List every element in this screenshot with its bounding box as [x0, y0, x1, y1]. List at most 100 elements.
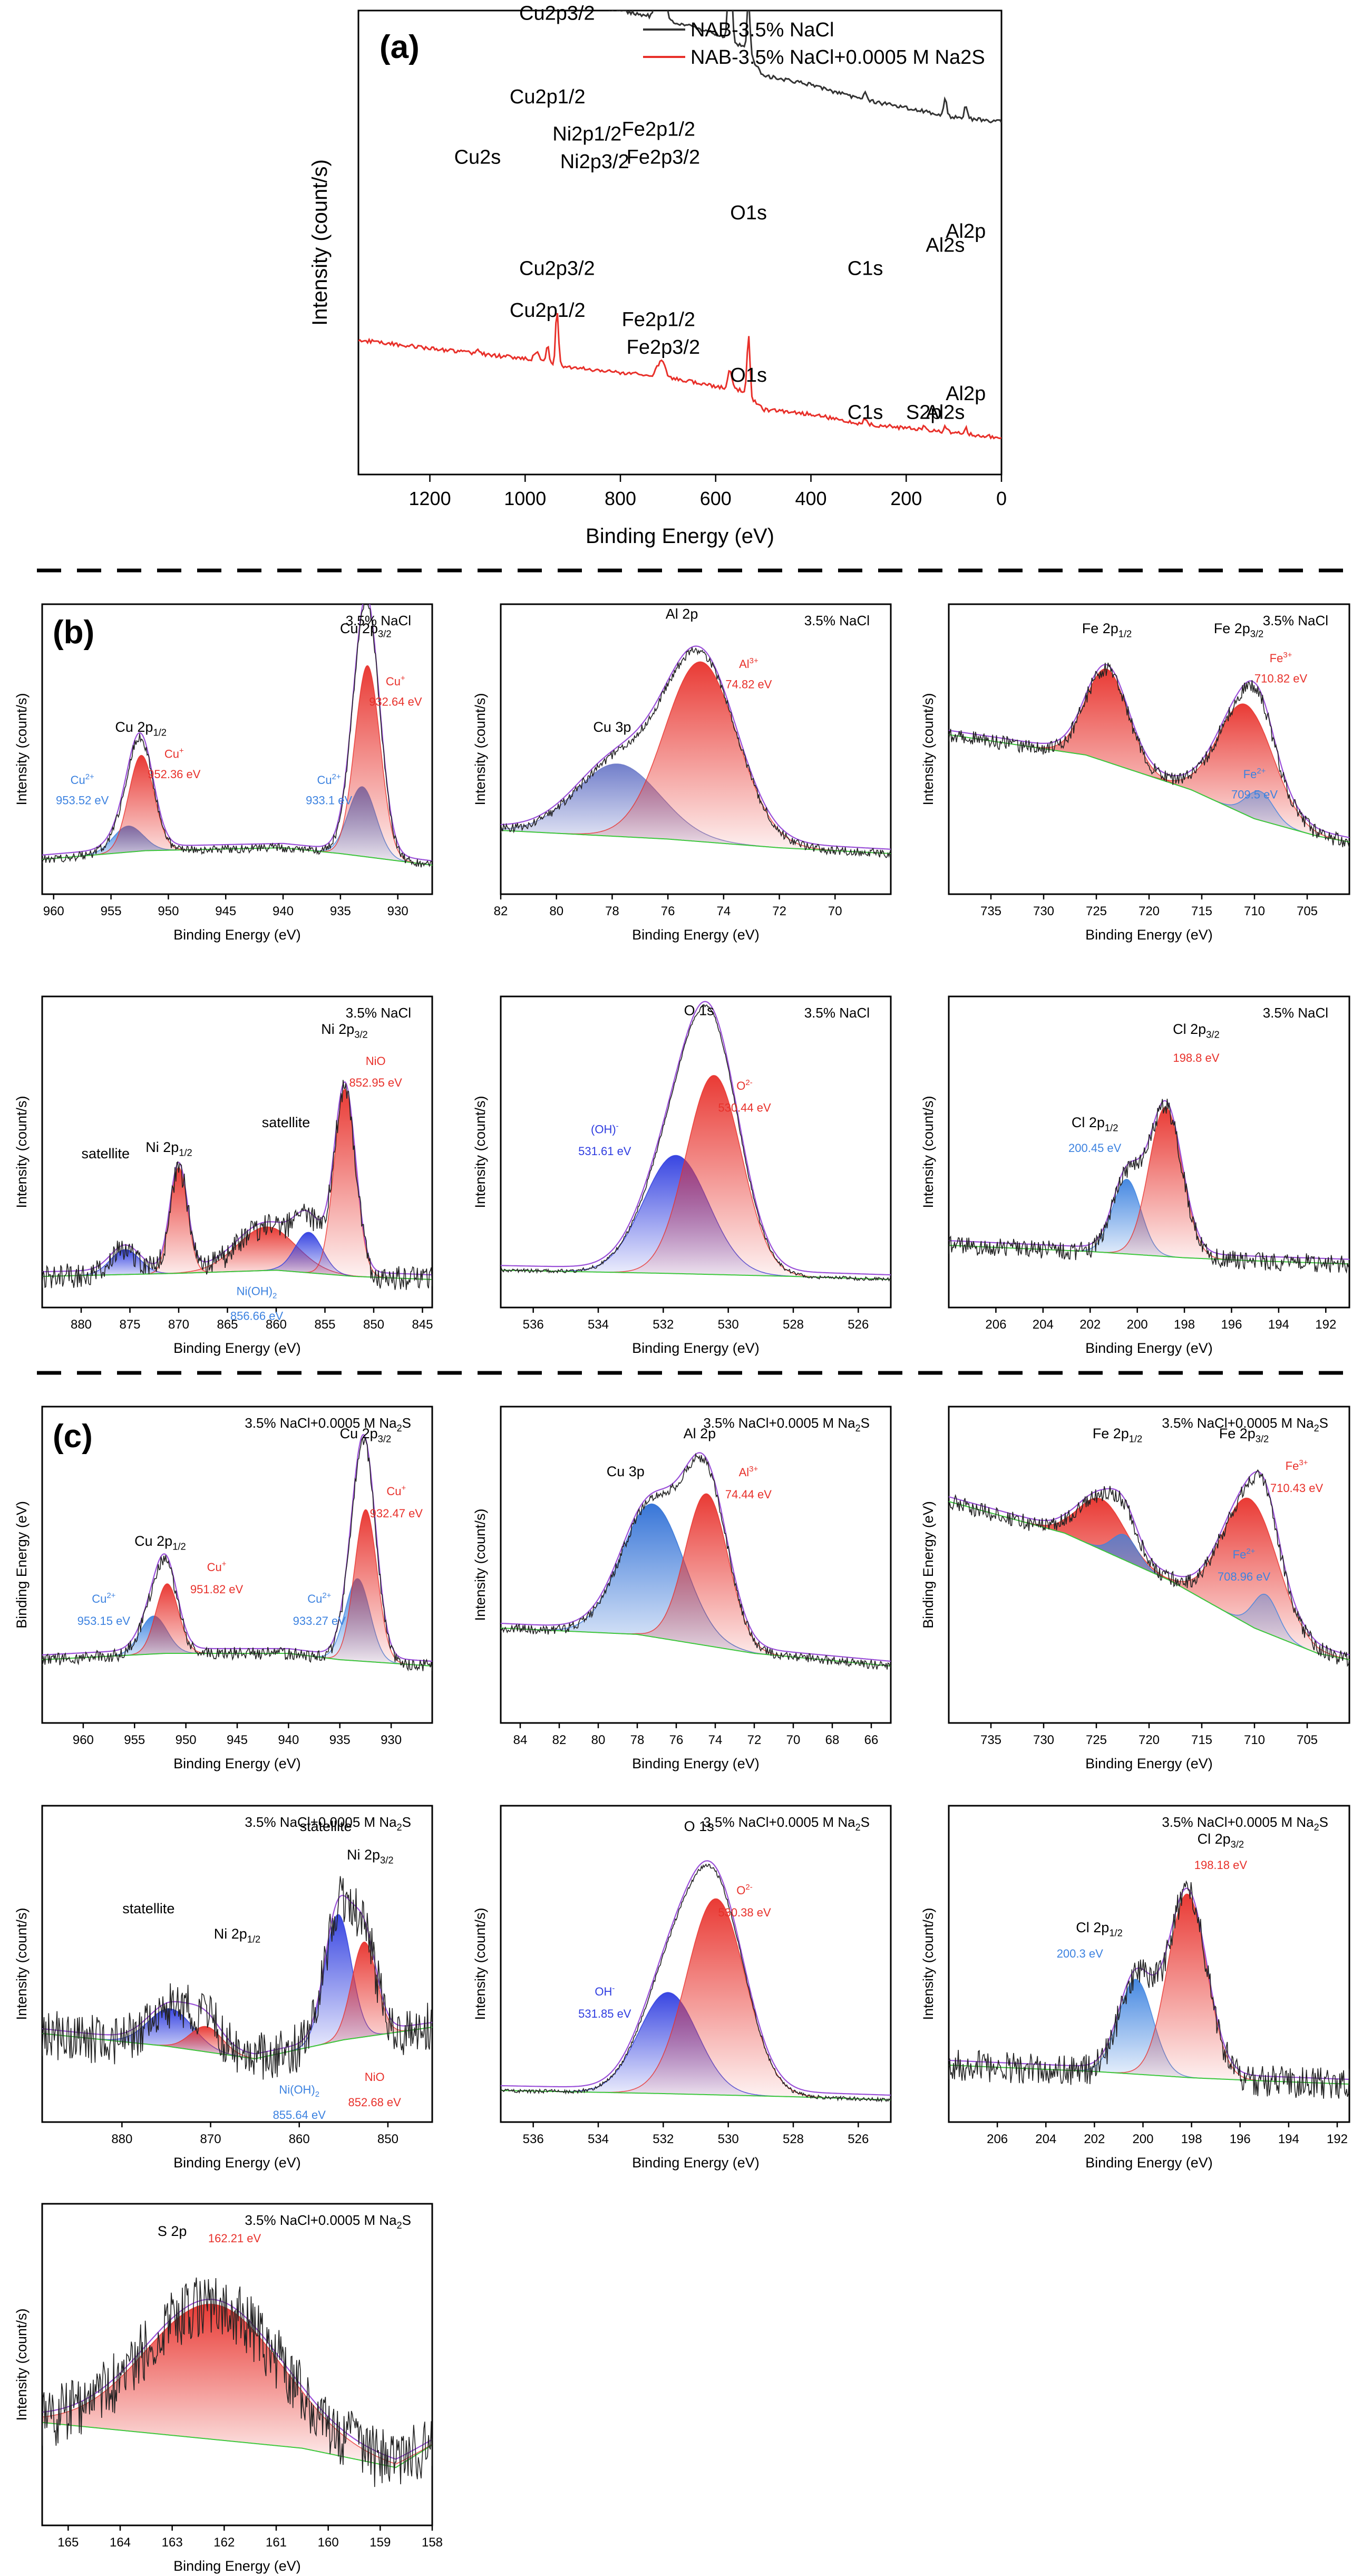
panel-b2-raw-spectrum [501, 647, 891, 858]
panel-c4-frame [41, 1805, 433, 2123]
panel-c1-label-6: Cu2+ [307, 1591, 331, 1605]
panel-a-series-0 [609, 11, 1001, 123]
panel-b6-raw-spectrum [949, 1099, 1349, 1274]
panel-b5-raw-spectrum [501, 1004, 891, 1282]
panel-b4-xlabel: Binding Energy (eV) [173, 1340, 301, 1356]
panel-b6-condition: 3.5% NaCl [1263, 1005, 1328, 1021]
panel-c7-xtick-label-7: 158 [422, 2535, 443, 2550]
panel-b3-xtick-label-1: 730 [1033, 904, 1054, 918]
panel-c2-plot-area [501, 1452, 891, 1670]
panel-label-a: (a) [380, 29, 420, 65]
panel-b1-xtick-label-1: 955 [101, 904, 122, 918]
panel-b1-xtick-label-6: 930 [387, 904, 408, 918]
panel-b1-xtick-label-0: 960 [43, 904, 64, 918]
panel-c3-label-3: 710.43 eV [1270, 1481, 1324, 1495]
panel-b4-label-6: Ni(OH)2 [237, 1284, 277, 1300]
panel-a-annotation-17: S2p [906, 401, 942, 423]
panel-c6-xlabel: Binding Energy (eV) [1085, 2155, 1213, 2171]
panel-b5-label-1: O2- [736, 1078, 752, 1092]
panel-b2-label-2: Al3+ [739, 656, 758, 671]
panel-c5-xtick-label-0: 536 [523, 2132, 544, 2146]
panel-c3-xtick-label-0: 735 [980, 1733, 1001, 1747]
panel-c1-label-0: Cu 2p1/2 [134, 1533, 186, 1552]
panel-c1-xtick-label-0: 960 [73, 1733, 94, 1747]
panel-c4-raw-spectrum [42, 1876, 432, 2080]
panel-b6-xtick-label-2: 202 [1079, 1318, 1101, 1332]
panel-b3-xtick-label-2: 725 [1086, 904, 1107, 918]
panel-c2-frame [500, 1406, 892, 1724]
panel-c4-plot-area [42, 1876, 432, 2080]
panel-a-annotation-13: Fe2p1/2 [622, 308, 695, 331]
panel-c7: 165 164 163 162 161 160 159 158 Binding Energy (… [14, 2203, 443, 2574]
panel-c1-plot-area [42, 1434, 432, 1672]
panel-b2-xtick-label-0: 82 [494, 904, 508, 918]
panel-c5-condition: 3.5% NaCl+0.0005 M Na2S [703, 1814, 870, 1833]
panel-c6-xtick-label-0: 206 [987, 2132, 1008, 2146]
panel-a-xtick-label-5: 200 [890, 488, 922, 509]
panel-a-annotation-12: Cu2p1/2 [510, 299, 586, 322]
panel-b2-xlabel: Binding Energy (eV) [632, 927, 760, 943]
panel-c7-xlabel: Binding Energy (eV) [173, 2558, 301, 2574]
panel-c5: 536 534 532 530 528 526 Binding Energy (eV) Int… [472, 1805, 892, 2171]
panel-b5-label-3: (OH)- [591, 1121, 619, 1136]
panel-a-xtick-label-0: 1200 [409, 488, 451, 509]
panel-c2-label-1: Cu 3p [607, 1464, 645, 1479]
panel-a-annotation-16: C1s [848, 401, 883, 423]
panel-c4-xtick-label-0: 880 [111, 2132, 132, 2146]
panel-a-legend-entry-1: NAB-3.5% NaCl+0.0005 M Na2S [690, 46, 985, 69]
panel-a-xlabel: Binding Energy (eV) [586, 525, 774, 548]
panel-b3-label-4: Fe2+ [1243, 767, 1266, 781]
panel-c7-xtick-label-5: 160 [318, 2535, 339, 2550]
panel-c6-raw-spectrum [949, 1880, 1349, 2099]
panel-b1-xlabel: Binding Energy (eV) [173, 927, 301, 943]
panel-label-c: (c) [53, 1418, 93, 1455]
panel-c5-xlabel: Binding Energy (eV) [632, 2155, 760, 2171]
panel-b3-label-1: Fe 2p3/2 [1214, 621, 1264, 640]
panel-c2-xtick-label-0: 84 [513, 1733, 528, 1747]
panel-b2-component-fill-1 [501, 662, 891, 854]
panel-b1-envelope-line [42, 604, 432, 861]
panel-b4-component-fill-0 [42, 1250, 432, 1280]
panel-c5-plot-area [501, 1860, 891, 2103]
panel-c2-component-fill-0 [501, 1504, 891, 1666]
panel-b3-xtick-label-3: 720 [1139, 904, 1160, 918]
panel-a-series-1 [358, 313, 1001, 440]
panel-b2-label-0: Al 2p [666, 606, 698, 622]
panel-b2-xtick-label-5: 72 [772, 904, 786, 918]
panel-b5-xtick-label-5: 526 [848, 1318, 869, 1332]
panel-b2-xtick-label-6: 70 [828, 904, 842, 918]
panel-b5: 536 534 532 530 528 526 Binding Energy (eV) Int… [472, 995, 892, 1356]
panel-c3: 735 730 725 720 715 710 705 Binding Energy (eV)… [920, 1406, 1350, 1771]
panel-c4-component-fill-2 [42, 1914, 432, 2059]
panel-c1-xtick-label-3: 945 [227, 1733, 248, 1747]
panel-b5-xtick-label-3: 530 [718, 1318, 739, 1332]
panel-b1-xtick-label-4: 940 [273, 904, 294, 918]
panel-c1-xlabel: Binding Energy (eV) [173, 1756, 301, 1771]
panel-c1-raw-spectrum [42, 1437, 432, 1672]
panel-c6: 206 204 202 200 198 196 194 192 Binding Energy (… [920, 1805, 1350, 2171]
panel-b6-xlabel: Binding Energy (eV) [1085, 1340, 1213, 1356]
panel-label-b: (b) [53, 614, 94, 651]
panel-c7-xtick-label-1: 164 [110, 2535, 131, 2550]
panel-a-legend-entry-0: NAB-3.5% NaCl [690, 19, 834, 41]
panel-b3-xlabel: Binding Energy (eV) [1085, 927, 1213, 943]
panel-c3-xtick-label-4: 715 [1191, 1733, 1212, 1747]
panel-a-annotation-10: Al2p [946, 220, 986, 243]
panel-b6-xtick-label-6: 194 [1268, 1318, 1289, 1332]
panel-b3-xtick-label-0: 735 [980, 904, 1001, 918]
panel-b5-xtick-label-2: 532 [653, 1318, 674, 1332]
panel-b3-plot-area [949, 662, 1349, 849]
panel-b1-xtick-label-2: 950 [158, 904, 179, 918]
panel-c3-xtick-label-1: 730 [1033, 1733, 1054, 1747]
panel-b1-frame [41, 603, 433, 895]
panel-b3-background-line [949, 734, 1349, 842]
panel-b3-raw-spectrum [949, 662, 1349, 849]
panel-b5-component-fill-1 [501, 1075, 891, 1280]
panel-c7-label-1: 162.21 eV [208, 2232, 261, 2245]
panel-c5-xtick-label-1: 534 [588, 2132, 609, 2146]
panel-a-plot-area [358, 11, 1001, 440]
panel-a-xtick-label-4: 400 [795, 488, 826, 509]
panel-b4-label-2: satellite [262, 1115, 310, 1130]
panel-c3-xlabel: Binding Energy (eV) [1085, 1756, 1213, 1771]
